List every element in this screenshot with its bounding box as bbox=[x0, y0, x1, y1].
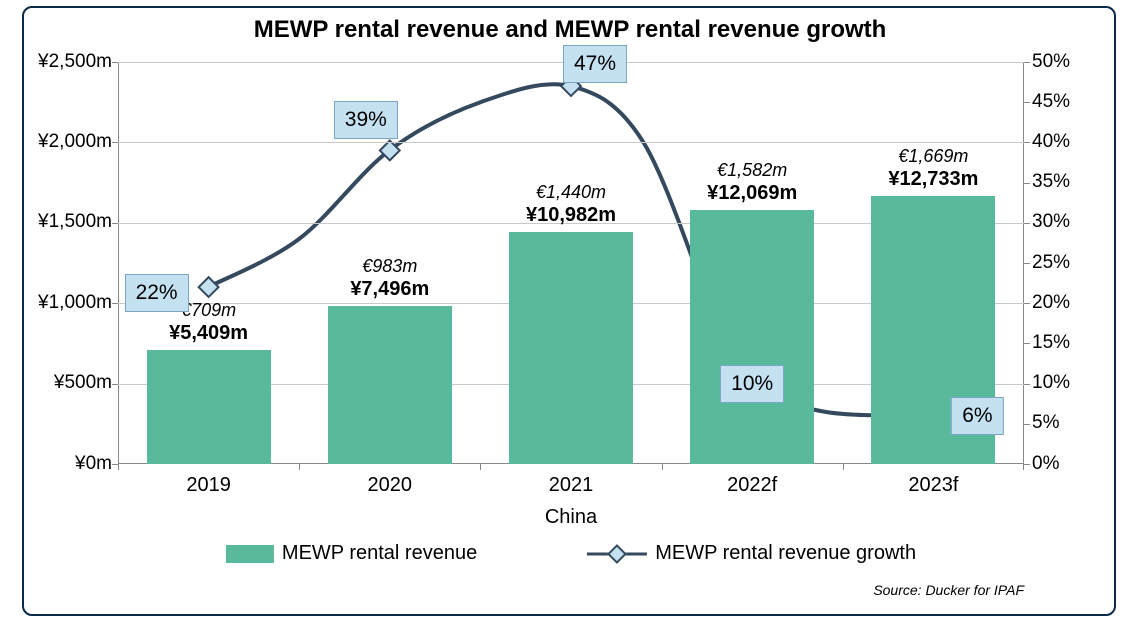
bar-label-cny: ¥12,069m bbox=[707, 182, 797, 205]
x-tick-mark bbox=[299, 464, 300, 470]
growth-label: 10% bbox=[720, 365, 784, 403]
x-tick-mark bbox=[118, 464, 119, 470]
legend-item: MEWP rental revenue growth bbox=[587, 542, 916, 565]
y-right-tick-label: 25% bbox=[1032, 252, 1070, 274]
y-right-tick-label: 5% bbox=[1032, 412, 1059, 434]
y-left-tick-label: ¥1,500m bbox=[0, 211, 112, 233]
y-right-tick-mark bbox=[1024, 464, 1030, 465]
y-left-tick-mark bbox=[112, 62, 118, 63]
y-right-tick-mark bbox=[1024, 343, 1030, 344]
y-right-tick-label: 35% bbox=[1032, 171, 1070, 193]
legend-swatch bbox=[226, 545, 274, 563]
y-left-tick-mark bbox=[112, 223, 118, 224]
x-tick-mark bbox=[480, 464, 481, 470]
x-tick-label: 2019 bbox=[186, 474, 231, 497]
y-right-tick-label: 40% bbox=[1032, 131, 1070, 153]
bar-label-cny: ¥5,409m bbox=[169, 322, 248, 345]
y-right-tick-label: 0% bbox=[1032, 453, 1059, 475]
x-tick-label: 2023f bbox=[908, 474, 958, 497]
growth-label: 39% bbox=[334, 101, 398, 139]
bar-label-cny: ¥12,733m bbox=[888, 168, 978, 191]
y-right-tick-mark bbox=[1024, 263, 1030, 264]
legend-label: MEWP rental revenue bbox=[282, 542, 477, 565]
y-right-tick-label: 30% bbox=[1032, 211, 1070, 233]
x-tick-mark bbox=[1023, 464, 1024, 470]
y-right-tick-label: 10% bbox=[1032, 372, 1070, 394]
y-right-tick-label: 45% bbox=[1032, 91, 1070, 113]
x-tick-label: 2020 bbox=[368, 474, 413, 497]
y-left-tick-label: ¥2,000m bbox=[0, 131, 112, 153]
y-left-tick-mark bbox=[112, 142, 118, 143]
legend-label: MEWP rental revenue growth bbox=[655, 542, 916, 565]
bar-label-eur: €709m bbox=[181, 300, 236, 321]
x-tick-label: 2022f bbox=[727, 474, 777, 497]
y-right-tick-mark bbox=[1024, 102, 1030, 103]
legend-line-marker bbox=[587, 545, 647, 563]
chart-title: MEWP rental revenue and MEWP rental reve… bbox=[0, 16, 1140, 44]
bar-label-cny: ¥10,982m bbox=[526, 204, 616, 227]
revenue-bar bbox=[147, 350, 271, 464]
y-left-tick-mark bbox=[112, 384, 118, 385]
y-left-tick-label: ¥2,500m bbox=[0, 51, 112, 73]
growth-label: 47% bbox=[563, 45, 627, 83]
y-right-tick-mark bbox=[1024, 424, 1030, 425]
y-left-tick-label: ¥500m bbox=[0, 372, 112, 394]
x-tick-mark bbox=[843, 464, 844, 470]
revenue-bar bbox=[690, 210, 814, 464]
y-right-tick-mark bbox=[1024, 223, 1030, 224]
plot-area bbox=[118, 62, 1024, 464]
y-right-tick-mark bbox=[1024, 384, 1030, 385]
y-right-tick-label: 20% bbox=[1032, 292, 1070, 314]
growth-label: 22% bbox=[125, 274, 189, 312]
y-right-tick-mark bbox=[1024, 142, 1030, 143]
x-tick-mark bbox=[662, 464, 663, 470]
legend-item: MEWP rental revenue bbox=[226, 542, 477, 565]
revenue-bar bbox=[328, 306, 452, 464]
y-right-tick-label: 50% bbox=[1032, 51, 1070, 73]
y-left-tick-mark bbox=[112, 303, 118, 304]
y-left-tick-label: ¥0m bbox=[0, 453, 112, 475]
growth-label: 6% bbox=[951, 397, 1003, 435]
bar-label-eur: €983m bbox=[362, 256, 417, 277]
y-left-tick-label: ¥1,000m bbox=[0, 292, 112, 314]
x-tick-label: 2021 bbox=[549, 474, 594, 497]
y-right-tick-label: 15% bbox=[1032, 332, 1070, 354]
revenue-bar bbox=[509, 232, 633, 464]
bar-label-eur: €1,669m bbox=[898, 146, 968, 167]
bar-label-cny: ¥7,496m bbox=[350, 278, 429, 301]
source-note: Source: Ducker for IPAF bbox=[873, 582, 1024, 598]
bar-label-eur: €1,440m bbox=[536, 182, 606, 203]
y-right-tick-mark bbox=[1024, 303, 1030, 304]
x-axis-title: China bbox=[545, 506, 597, 529]
gridline bbox=[118, 142, 1024, 143]
y-right-tick-mark bbox=[1024, 183, 1030, 184]
legend: MEWP rental revenue MEWP rental revenue g… bbox=[226, 542, 916, 565]
bar-label-eur: €1,582m bbox=[717, 160, 787, 181]
y-right-tick-mark bbox=[1024, 62, 1030, 63]
